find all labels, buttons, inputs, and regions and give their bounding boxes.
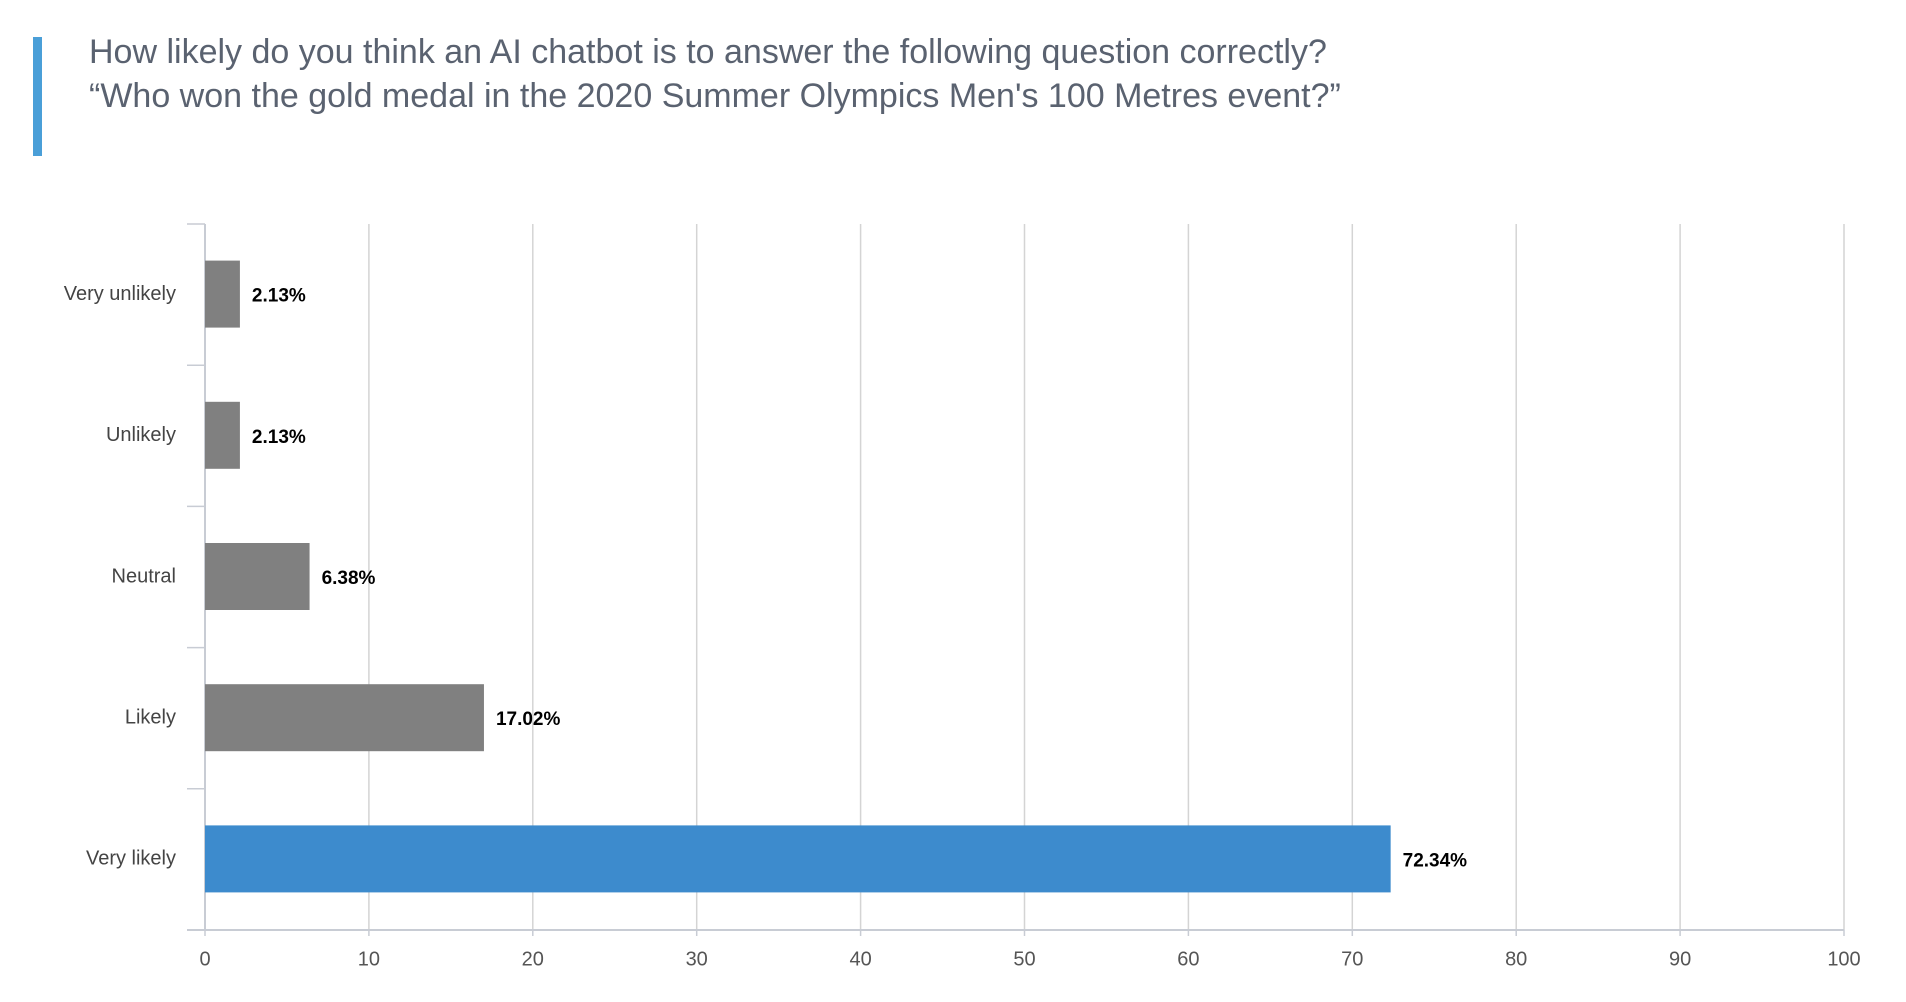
x-tick-label: 10: [358, 948, 380, 970]
y-tick-label: Neutral: [112, 565, 176, 587]
x-tick-label: 100: [1827, 948, 1860, 970]
value-label: 72.34%: [1403, 850, 1468, 871]
value-label: 17.02%: [496, 709, 561, 730]
value-label: 6.38%: [322, 568, 376, 589]
x-tick-label: 80: [1505, 948, 1527, 970]
x-tick-label: 70: [1341, 948, 1363, 970]
value-label: 2.13%: [252, 427, 306, 448]
y-tick-label: Likely: [125, 706, 176, 728]
x-tick-label: 20: [522, 948, 544, 970]
y-tick-label: Very unlikely: [64, 283, 176, 305]
bar: [205, 825, 1391, 893]
x-tick-label: 60: [1177, 948, 1199, 970]
x-tick-label: 90: [1669, 948, 1691, 970]
chart-title: How likely do you think an AI chatbot is…: [89, 33, 1341, 115]
value-label: 2.13%: [252, 286, 306, 307]
x-tick-label: 50: [1013, 948, 1035, 970]
y-tick-label: Very likely: [86, 848, 176, 870]
bar: [205, 401, 240, 469]
x-tick-label: 30: [686, 948, 708, 970]
bar: [205, 684, 484, 752]
x-tick-label: 0: [199, 948, 210, 970]
x-tick-label: 40: [849, 948, 871, 970]
bar: [205, 543, 310, 610]
title-accent: [33, 37, 42, 156]
y-tick-label: Unlikely: [106, 424, 176, 446]
bar: [205, 260, 240, 328]
